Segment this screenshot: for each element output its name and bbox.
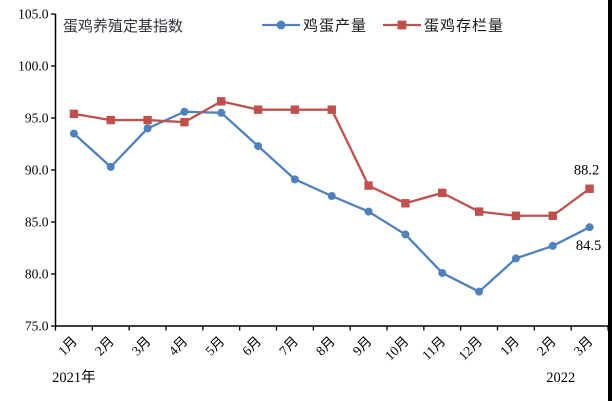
data-point-marker xyxy=(217,97,226,106)
x-axis-label: 4月 xyxy=(166,334,191,359)
page-border-right xyxy=(608,0,612,401)
data-point-marker xyxy=(438,268,447,277)
x-axis-label: 6月 xyxy=(239,334,264,359)
y-axis-label: 95.0 xyxy=(25,111,49,126)
x-axis-label: 3月 xyxy=(571,334,596,359)
data-point-marker xyxy=(327,192,336,200)
data-label: 84.5 xyxy=(576,238,601,254)
x-axis-label: 1月 xyxy=(55,334,80,359)
x-axis-label: 3月 xyxy=(129,334,154,359)
data-point-marker xyxy=(511,211,521,220)
data-point-marker xyxy=(253,105,263,114)
plot-area: 105.0 100.0 95.0 90.0 85.0 80.0 75.0 1月 2月 3月 4月 5月… xyxy=(18,7,609,386)
y-axis-label: 105.0 xyxy=(18,7,49,22)
data-point-marker xyxy=(106,162,115,171)
data-point-marker xyxy=(143,115,152,125)
x-axis-label: 11月 xyxy=(419,334,448,363)
series-line-egg-production xyxy=(72,110,591,293)
x-axis-label: 1月 xyxy=(497,334,522,359)
y-axis-label: 85.0 xyxy=(25,215,49,230)
x-axis-label: 8月 xyxy=(313,334,338,359)
chart-title: 蛋鸡养殖定基指数 xyxy=(63,18,183,35)
legend: 鸡蛋产量 蛋鸡存栏量 xyxy=(262,18,504,35)
data-point-marker xyxy=(180,117,189,127)
y-axis-label: 80.0 xyxy=(25,267,49,282)
data-point-marker xyxy=(290,175,299,184)
x-axis-label: 2月 xyxy=(534,334,559,359)
x-axis-label: 10月 xyxy=(382,334,412,364)
data-point-marker xyxy=(290,105,300,114)
legend-label-hen-inventory: 蛋鸡存栏量 xyxy=(424,18,504,35)
data-point-marker xyxy=(401,230,410,239)
x-axis-label: 7月 xyxy=(276,334,301,359)
data-point-marker xyxy=(548,241,557,250)
y-axis-label: 100.0 xyxy=(18,59,49,74)
data-point-marker xyxy=(69,129,78,138)
data-point-marker xyxy=(364,181,373,190)
data-point-marker xyxy=(401,199,410,208)
y-axis-label: 75.0 xyxy=(25,319,49,334)
legend-label-egg-production: 鸡蛋产量 xyxy=(303,18,367,35)
x-axis-label: 9月 xyxy=(350,334,375,359)
x-axis-year-label: 2022 xyxy=(546,370,575,386)
x-axis-year-label: 2021年 xyxy=(52,369,96,386)
x-axis-label: 12月 xyxy=(456,334,486,364)
data-point-marker xyxy=(364,207,373,216)
data-point-marker xyxy=(327,105,336,114)
data-point-marker xyxy=(475,287,484,296)
data-point-marker xyxy=(69,109,79,119)
data-point-marker xyxy=(474,207,484,216)
y-axis-label: 90.0 xyxy=(25,163,49,178)
data-point-marker xyxy=(548,211,557,220)
x-axis-label: 5月 xyxy=(202,334,227,359)
legend-circle-marker-icon xyxy=(276,20,286,30)
data-point-marker xyxy=(585,184,594,193)
legend-square-marker-icon xyxy=(397,20,407,30)
data-point-marker xyxy=(180,107,189,116)
data-point-marker xyxy=(511,254,520,263)
data-point-marker xyxy=(143,124,152,133)
data-point-marker xyxy=(585,223,594,232)
data-label: 88.2 xyxy=(574,163,599,179)
x-axis-label: 2月 xyxy=(92,334,117,359)
data-point-marker xyxy=(438,188,447,198)
data-point-marker xyxy=(106,115,115,125)
data-point-marker xyxy=(254,142,263,151)
data-point-marker xyxy=(217,108,226,117)
